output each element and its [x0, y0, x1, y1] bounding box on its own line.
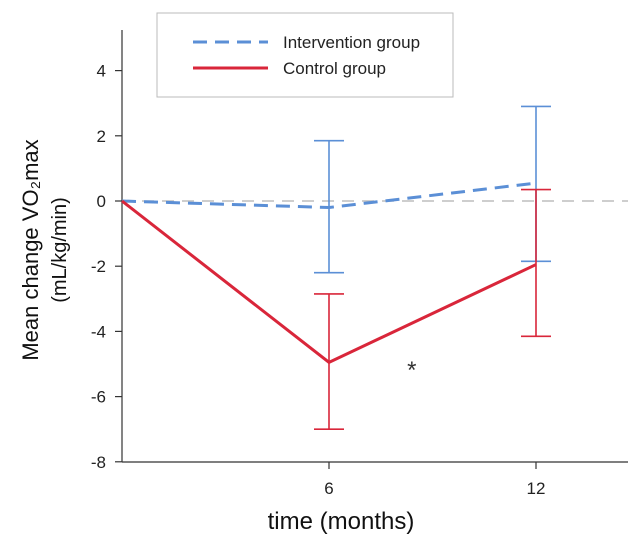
- y-tick-label: -4: [91, 322, 106, 341]
- y-tick-label: 2: [97, 127, 106, 146]
- series-line-intervention: [121, 181, 537, 210]
- y-tick-label: 4: [97, 62, 106, 81]
- legend-label-control: Control group: [283, 59, 386, 78]
- y-axis-ticks: 4 2 0 -2 -4 -6 -8: [91, 62, 122, 472]
- y-axis-title-line1: Mean change VO₂max: [18, 139, 43, 360]
- x-axis-ticks: 6 12: [324, 462, 545, 498]
- legend-label-intervention: Intervention group: [283, 33, 420, 52]
- y-tick-label: 0: [97, 192, 106, 211]
- series-layer: [121, 105, 551, 431]
- legend: Intervention group Control group: [156, 12, 454, 98]
- significance-asterisk: *: [407, 357, 416, 384]
- x-tick-label: 12: [527, 479, 546, 498]
- y-tick-label: -2: [91, 257, 106, 276]
- x-axis-title: time (months): [268, 508, 415, 535]
- y-tick-label: -6: [91, 388, 106, 407]
- y-tick-label: -8: [91, 453, 106, 472]
- series-line-control: [121, 199, 537, 365]
- error-bar-control: [521, 188, 551, 338]
- x-tick-label: 6: [324, 479, 333, 498]
- legend-box: [156, 12, 454, 98]
- y-axis-title-line2: (mL/kg/min): [49, 197, 71, 303]
